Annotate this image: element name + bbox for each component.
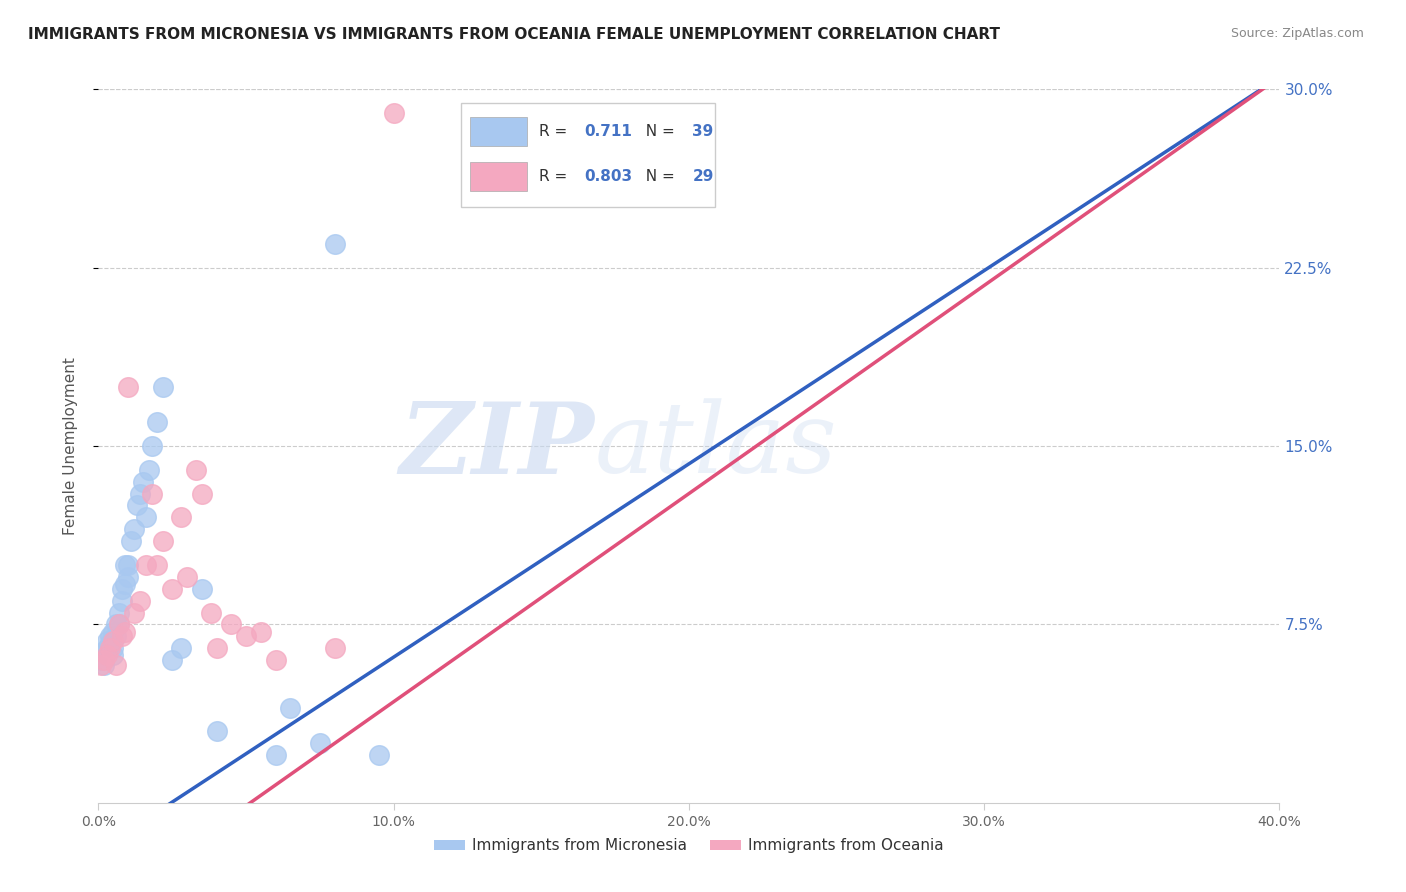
Point — [108, 617, 131, 632]
Point — [162, 582, 183, 596]
Point — [93, 646, 115, 660]
Point — [280, 700, 302, 714]
Point — [200, 606, 222, 620]
Point — [205, 641, 228, 656]
Text: R =: R = — [538, 169, 572, 184]
Point — [96, 648, 118, 663]
Point — [105, 657, 128, 672]
Point — [105, 617, 128, 632]
Point — [114, 577, 136, 591]
Point — [103, 624, 125, 639]
Point — [170, 510, 193, 524]
Point — [103, 634, 125, 648]
FancyBboxPatch shape — [471, 117, 527, 145]
Point — [138, 463, 160, 477]
Point — [117, 558, 139, 572]
Point — [96, 641, 118, 656]
Point — [382, 106, 405, 120]
Point — [191, 582, 214, 596]
Point — [122, 606, 145, 620]
Point — [152, 534, 174, 549]
Point — [125, 499, 148, 513]
Point — [114, 558, 136, 572]
Point — [176, 570, 198, 584]
Point — [120, 534, 142, 549]
Point — [93, 653, 115, 667]
Point — [132, 475, 155, 489]
Point — [135, 558, 157, 572]
Point — [128, 486, 150, 500]
Point — [309, 736, 332, 750]
Point — [117, 570, 139, 584]
Text: IMMIGRANTS FROM MICRONESIA VS IMMIGRANTS FROM OCEANIA FEMALE UNEMPLOYMENT CORREL: IMMIGRANTS FROM MICRONESIA VS IMMIGRANTS… — [28, 27, 1000, 42]
Point — [323, 236, 346, 251]
Point — [122, 522, 145, 536]
Point — [250, 624, 273, 639]
Text: Source: ZipAtlas.com: Source: ZipAtlas.com — [1230, 27, 1364, 40]
Point — [184, 463, 207, 477]
Point — [90, 657, 112, 672]
Point — [111, 629, 134, 643]
Point — [103, 641, 125, 656]
Point — [90, 653, 112, 667]
Text: 0.803: 0.803 — [583, 169, 631, 184]
FancyBboxPatch shape — [461, 103, 714, 207]
Point — [98, 641, 121, 656]
FancyBboxPatch shape — [471, 162, 527, 191]
Point — [111, 593, 134, 607]
Point — [117, 379, 139, 393]
Point — [146, 558, 169, 572]
Point — [162, 653, 183, 667]
Point — [114, 624, 136, 639]
Point — [108, 606, 131, 620]
Point — [93, 657, 115, 672]
Point — [111, 582, 134, 596]
Point — [146, 415, 169, 429]
Text: 29: 29 — [693, 169, 714, 184]
Point — [191, 486, 214, 500]
Text: ZIP: ZIP — [399, 398, 595, 494]
Point — [264, 748, 287, 763]
Text: N =: N = — [636, 124, 679, 139]
Point — [128, 593, 150, 607]
Point — [108, 617, 131, 632]
Point — [135, 510, 157, 524]
Text: 0.711: 0.711 — [583, 124, 631, 139]
Point — [105, 629, 128, 643]
Legend: Immigrants from Micronesia, Immigrants from Oceania: Immigrants from Micronesia, Immigrants f… — [427, 832, 950, 859]
Text: atlas: atlas — [595, 399, 837, 493]
Point — [205, 724, 228, 739]
Point — [141, 439, 163, 453]
Point — [98, 629, 121, 643]
Point — [368, 748, 391, 763]
Point — [323, 641, 346, 656]
Text: 39: 39 — [693, 124, 714, 139]
Point — [264, 653, 287, 667]
Point — [221, 617, 243, 632]
Point — [152, 379, 174, 393]
Point — [170, 641, 193, 656]
Point — [141, 486, 163, 500]
Point — [103, 648, 125, 663]
Text: R =: R = — [538, 124, 572, 139]
Text: N =: N = — [636, 169, 679, 184]
Y-axis label: Female Unemployment: Female Unemployment — [63, 357, 77, 535]
Point — [96, 634, 118, 648]
Point — [98, 636, 121, 650]
Point — [235, 629, 257, 643]
